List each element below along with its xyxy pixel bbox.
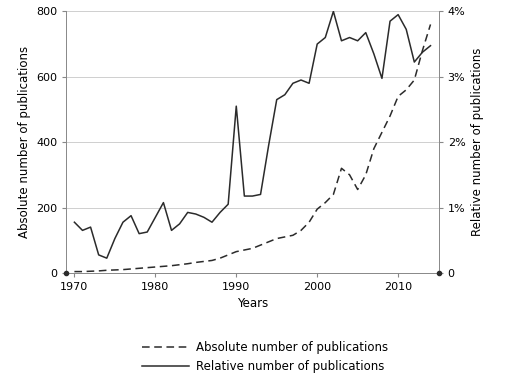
Relative number of publications <box>176 222 182 226</box>
Relative number of publications <box>160 200 166 205</box>
Absolute number of publications <box>370 146 376 151</box>
Absolute number of publications <box>168 263 174 268</box>
Absolute number of publications <box>330 192 336 197</box>
Relative number of publications <box>95 253 101 257</box>
Absolute number of publications <box>354 187 360 192</box>
Relative number of publications <box>103 256 109 260</box>
Relative number of publications <box>265 143 271 148</box>
Relative number of publications <box>249 194 255 198</box>
Absolute number of publications <box>346 172 352 177</box>
Absolute number of publications <box>136 266 142 271</box>
Relative number of publications <box>273 97 279 102</box>
Relative number of publications <box>410 60 416 64</box>
Absolute number of publications <box>386 114 392 118</box>
Relative number of publications <box>144 230 150 234</box>
Absolute number of publications <box>144 265 150 270</box>
Line: Relative number of publications: Relative number of publications <box>74 11 430 258</box>
Absolute number of publications <box>209 258 215 263</box>
Relative number of publications <box>224 202 231 207</box>
Relative number of publications <box>168 228 174 233</box>
Absolute number of publications <box>314 207 320 211</box>
Absolute number of publications <box>289 233 295 238</box>
Relative number of publications <box>111 236 118 241</box>
Absolute number of publications <box>120 267 126 272</box>
Relative number of publications <box>370 52 376 56</box>
Relative number of publications <box>184 210 190 215</box>
Absolute number of publications <box>95 269 101 273</box>
Absolute number of publications <box>79 269 86 274</box>
Relative number of publications <box>289 81 295 86</box>
Absolute number of publications <box>152 265 158 269</box>
Absolute number of publications <box>201 259 207 264</box>
Absolute number of publications <box>176 262 182 267</box>
Absolute number of publications <box>410 78 416 82</box>
Absolute number of publications <box>305 220 312 224</box>
Absolute number of publications <box>217 256 223 260</box>
Relative number of publications <box>418 50 425 55</box>
Relative number of publications <box>281 92 287 97</box>
Relative number of publications <box>241 194 247 198</box>
Relative number of publications <box>427 44 433 48</box>
Absolute number of publications <box>257 243 263 247</box>
Line: Absolute number of publications: Absolute number of publications <box>74 25 430 272</box>
Absolute number of publications <box>184 262 190 266</box>
Relative number of publications <box>403 27 409 31</box>
Relative number of publications <box>136 231 142 236</box>
Relative number of publications <box>297 78 303 82</box>
Absolute number of publications <box>418 49 425 53</box>
Absolute number of publications <box>192 260 199 265</box>
Absolute number of publications <box>427 22 433 27</box>
Relative number of publications <box>386 19 392 23</box>
Y-axis label: Absolute number of publications: Absolute number of publications <box>17 46 31 238</box>
Relative number of publications <box>257 192 263 197</box>
Relative number of publications <box>233 104 239 108</box>
Relative number of publications <box>128 213 134 218</box>
Relative number of publications <box>305 81 312 86</box>
Legend: Absolute number of publications, Relative number of publications: Absolute number of publications, Relativ… <box>137 337 392 378</box>
Relative number of publications <box>346 35 352 40</box>
Absolute number of publications <box>160 264 166 269</box>
Absolute number of publications <box>249 246 255 251</box>
Absolute number of publications <box>362 172 368 177</box>
Relative number of publications <box>79 228 86 233</box>
Absolute number of publications <box>233 249 239 254</box>
Relative number of publications <box>338 39 344 43</box>
Absolute number of publications <box>224 253 231 257</box>
Absolute number of publications <box>322 200 328 205</box>
Relative number of publications <box>314 42 320 46</box>
Relative number of publications <box>217 210 223 215</box>
Absolute number of publications <box>128 267 134 271</box>
Relative number of publications <box>354 39 360 43</box>
Relative number of publications <box>120 220 126 224</box>
Relative number of publications <box>192 212 199 216</box>
Absolute number of publications <box>88 269 94 274</box>
Relative number of publications <box>394 13 401 17</box>
Relative number of publications <box>152 215 158 219</box>
Y-axis label: Relative number of publications: Relative number of publications <box>470 48 483 236</box>
Relative number of publications <box>201 215 207 219</box>
Absolute number of publications <box>103 268 109 273</box>
Absolute number of publications <box>71 269 77 274</box>
Absolute number of publications <box>111 268 118 272</box>
Absolute number of publications <box>394 94 401 99</box>
Relative number of publications <box>322 35 328 40</box>
Absolute number of publications <box>281 235 287 239</box>
Absolute number of publications <box>297 228 303 233</box>
Absolute number of publications <box>378 130 384 135</box>
Absolute number of publications <box>241 248 247 252</box>
Relative number of publications <box>71 220 77 224</box>
X-axis label: Years: Years <box>236 298 268 310</box>
Relative number of publications <box>378 76 384 81</box>
Absolute number of publications <box>265 240 271 244</box>
Absolute number of publications <box>273 236 279 241</box>
Absolute number of publications <box>338 166 344 171</box>
Relative number of publications <box>209 220 215 224</box>
Relative number of publications <box>330 9 336 14</box>
Relative number of publications <box>362 30 368 35</box>
Absolute number of publications <box>403 88 409 92</box>
Relative number of publications <box>88 225 94 229</box>
